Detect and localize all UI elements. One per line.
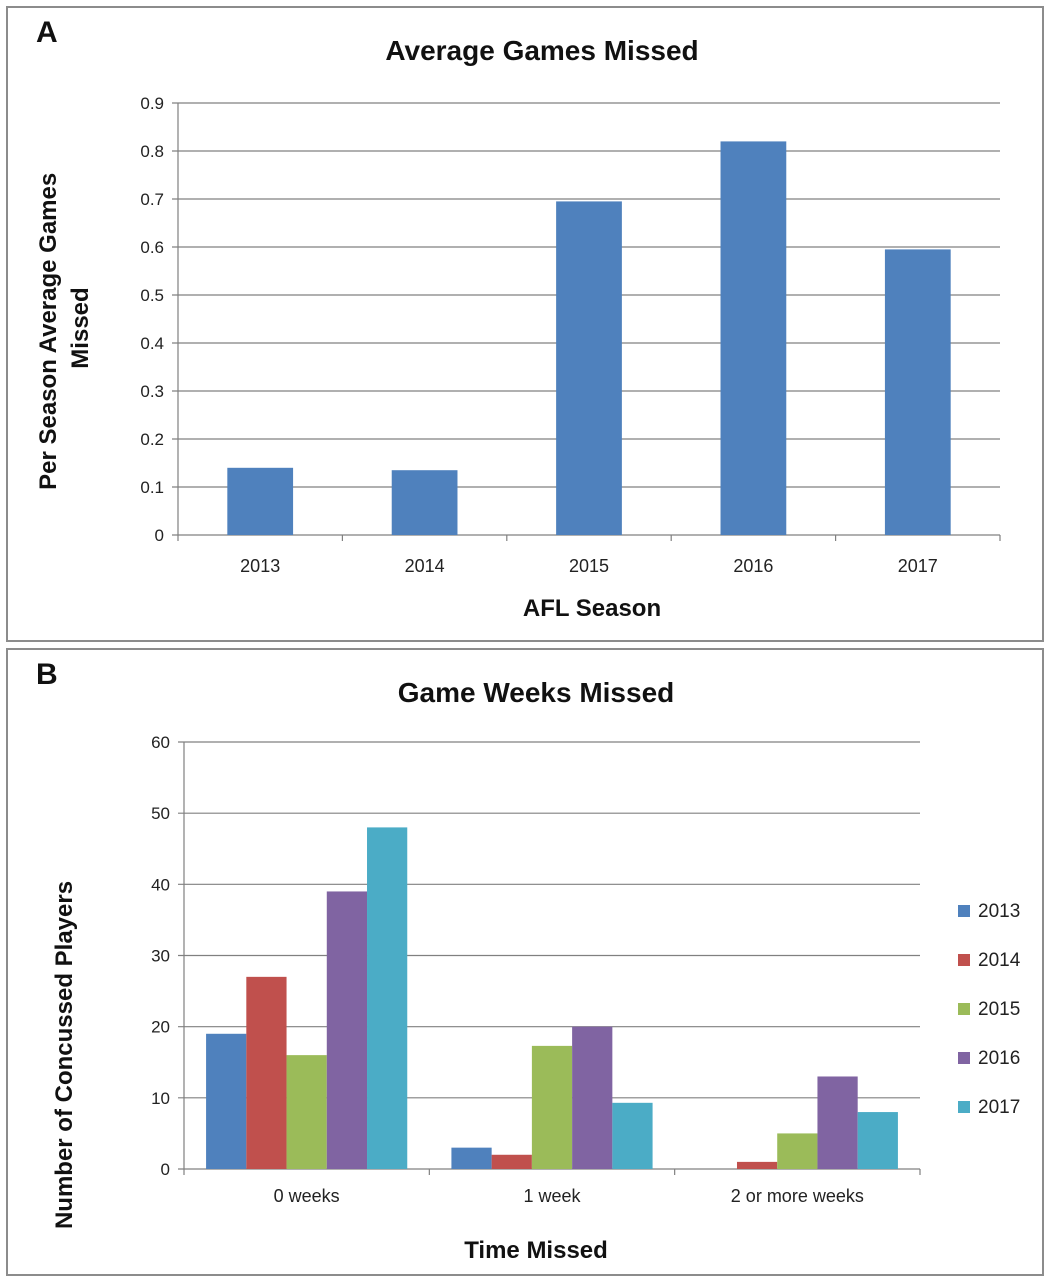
legend-swatch-2016 <box>958 1052 970 1064</box>
chart-b-y-axis-title: Number of Concussed Players <box>51 881 78 1229</box>
bar-2013-1-week <box>451 1147 492 1169</box>
y-tick-label: 50 <box>151 804 170 823</box>
legend-label-2014: 2014 <box>978 950 1021 971</box>
bar-2016-0-weeks <box>326 891 368 1169</box>
chart-a-title: Average Games Missed <box>385 35 698 66</box>
bar-2014-0-weeks <box>246 976 287 1169</box>
chart-b-bars <box>206 827 898 1169</box>
legend-swatch-2017 <box>958 1101 970 1113</box>
panel-a: A Average Games Missed Per Season Averag… <box>6 6 1044 642</box>
legend-label-2016: 2016 <box>978 1048 1020 1069</box>
chart-a-y-ticks: 0 0.1 0.2 0.3 0.4 0.5 0.6 0.7 0.8 0.9 <box>140 94 164 545</box>
bar-2017-2-or-more-weeks <box>857 1112 898 1169</box>
legend-swatch-2014 <box>958 954 970 966</box>
bar-2015-0-weeks <box>286 1055 327 1169</box>
bar-value-2016 <box>720 141 787 535</box>
y-tick-label: 0.1 <box>140 478 164 497</box>
chart-a-categories: 2013 2014 2015 2016 2017 <box>240 556 938 576</box>
y-tick-label: 60 <box>151 733 170 752</box>
chart-b-title: Game Weeks Missed <box>398 677 675 708</box>
bar-2013-0-weeks <box>206 1033 247 1169</box>
chart-a-y-axis-title-line1: Per Season Average Games <box>35 173 62 490</box>
bar-value-2014 <box>391 470 458 535</box>
chart-a: Average Games Missed Per Season Average … <box>35 35 1001 622</box>
bar-2017-1-week <box>612 1102 653 1169</box>
bar-value-2015 <box>556 201 622 535</box>
bar-2016-1-week <box>572 1026 613 1169</box>
legend-label-2017: 2017 <box>978 1097 1020 1118</box>
y-tick-label: 40 <box>151 875 170 894</box>
x-category-label: 2016 <box>733 556 773 576</box>
chart-a-x-axis-title: AFL Season <box>523 595 661 622</box>
bar-2016-2-or-more-weeks <box>817 1076 858 1169</box>
legend-swatch-2013 <box>958 905 970 917</box>
chart-b-legend: 2013 2014 2015 2016 2017 <box>958 901 1021 1118</box>
bar-2014-1-week <box>491 1154 532 1169</box>
y-tick-label: 0.7 <box>140 190 164 209</box>
y-tick-label: 0.8 <box>140 142 164 161</box>
y-tick-label: 0.5 <box>140 286 164 305</box>
chart-a-y-axis-title: Per Season Average Games Missed <box>35 166 94 490</box>
panel-b: B Game Weeks Missed Number of Concussed … <box>6 648 1044 1276</box>
chart-b: Game Weeks Missed Number of Concussed Pl… <box>51 677 1021 1264</box>
bar-value-2017 <box>884 249 951 535</box>
y-tick-label: 10 <box>151 1089 170 1108</box>
x-category-label: 2013 <box>240 556 280 576</box>
x-category-label: 2014 <box>405 556 445 576</box>
chart-a-y-axis-title-line2: Missed <box>67 287 94 368</box>
y-tick-label: 20 <box>151 1018 170 1037</box>
bar-value-2013 <box>227 467 294 535</box>
panel-a-letter: A <box>36 16 58 49</box>
y-tick-label: 30 <box>151 947 170 966</box>
bar-2014-2-or-more-weeks <box>736 1161 778 1169</box>
legend-label-2015: 2015 <box>978 999 1020 1020</box>
x-category-label: 0 weeks <box>274 1186 340 1206</box>
chart-b-categories: 0 weeks 1 week 2 or more weeks <box>274 1186 864 1206</box>
legend-label-2013: 2013 <box>978 901 1020 922</box>
chart-a-bars <box>227 141 951 535</box>
x-category-label: 2017 <box>898 556 938 576</box>
bar-2017-0-weeks <box>367 827 408 1169</box>
y-tick-label: 0.6 <box>140 238 164 257</box>
panel-b-letter: B <box>36 658 58 691</box>
y-tick-label: 0.9 <box>140 94 164 113</box>
bar-2015-1-week <box>531 1045 573 1169</box>
x-category-label: 2015 <box>569 556 609 576</box>
y-tick-label: 0 <box>155 526 164 545</box>
y-tick-label: 0.3 <box>140 382 164 401</box>
chart-b-y-ticks: 0 10 20 30 40 50 60 <box>151 733 170 1179</box>
y-tick-label: 0.4 <box>140 334 164 353</box>
x-category-label: 2 or more weeks <box>731 1186 864 1206</box>
bar-2015-2-or-more-weeks <box>777 1133 818 1169</box>
legend-swatch-2015 <box>958 1003 970 1015</box>
x-category-label: 1 week <box>523 1186 581 1206</box>
y-tick-label: 0.2 <box>140 430 164 449</box>
chart-b-x-axis-title: Time Missed <box>464 1237 608 1264</box>
y-tick-label: 0 <box>161 1160 170 1179</box>
